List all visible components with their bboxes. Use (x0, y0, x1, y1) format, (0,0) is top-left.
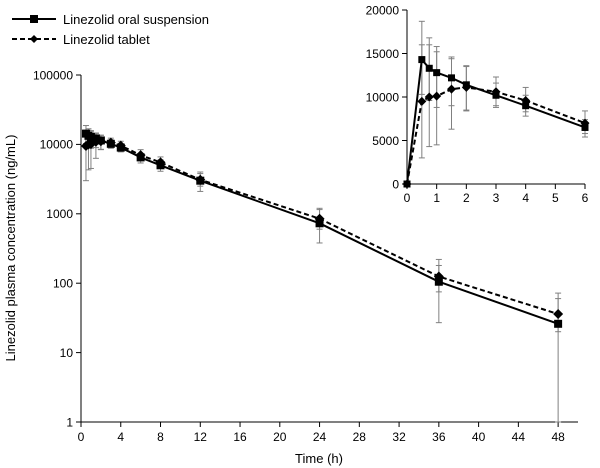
inset-marker-linezolid-oral-suspension-3 (433, 69, 441, 77)
main-y-tick-label-100000: 100000 (33, 68, 73, 82)
legend: Linezolid oral suspension Linezolid tabl… (12, 12, 209, 47)
main-y-tick-label-10000: 10000 (40, 138, 74, 152)
inset-x-tick-label-4: 4 (522, 191, 529, 205)
main-x-tick-label-4: 4 (117, 430, 124, 444)
main-marker-linezolid-tablet-7 (135, 150, 146, 161)
inset-chart: 0 1 2 3 4 5 6 0 5000 10000 15000 20000 (366, 3, 590, 205)
inset-marker-linezolid-tablet-5 (461, 82, 471, 92)
inset-marker-linezolid-tablet-6 (491, 87, 501, 97)
inset-markers (402, 56, 590, 189)
inset-marker-linezolid-tablet-1 (417, 96, 427, 106)
legend-marker-square (30, 15, 38, 23)
main-x-tick-label-24: 24 (313, 430, 327, 444)
inset-y-tick-label-0: 0 (392, 177, 399, 191)
inset-marker-linezolid-tablet-8 (580, 118, 590, 128)
main-x-tick-label-16: 16 (233, 430, 247, 444)
main-y-tick-label-10: 10 (60, 346, 74, 360)
inset-x-tick-label-6: 6 (582, 191, 589, 205)
main-marker-linezolid-tablet-11 (433, 271, 444, 282)
main-x-tick-label-48: 48 (551, 430, 565, 444)
inset-marker-linezolid-tablet-4 (447, 84, 456, 94)
main-y-tick-label-1000: 1000 (46, 207, 73, 221)
legend-marker-diamond (30, 35, 38, 43)
main-marker-linezolid-oral-suspension-12 (554, 319, 563, 328)
main-x-tick-label-8: 8 (157, 430, 164, 444)
inset-marker-linezolid-tablet-2 (424, 92, 434, 102)
main-marker-linezolid-tablet-6 (115, 140, 126, 151)
main-marker-linezolid-tablet-8 (155, 157, 166, 168)
inset-axes: 0 1 2 3 4 5 6 0 5000 10000 15000 20000 (366, 3, 589, 205)
main-markers (80, 129, 564, 328)
main-axes: 0 4 8 12 16 20 24 28 32 36 40 44 4811010010001000010… (33, 68, 578, 444)
x-axis-label: Time (h) (295, 451, 343, 466)
inset-y-tick-label-15000: 15000 (366, 47, 400, 61)
inset-x-tick-label-1: 1 (433, 191, 440, 205)
main-y-tick-label-1: 1 (66, 415, 73, 429)
inset-marker-linezolid-oral-suspension-1 (418, 56, 426, 64)
inset-x-tick-label-3: 3 (493, 191, 500, 205)
main-chart: 0 4 8 12 16 20 24 28 32 36 40 44 4811010010001000010… (3, 68, 578, 466)
inset-y-tick-label-10000: 10000 (366, 90, 400, 104)
inset-marker-linezolid-oral-suspension-7 (522, 102, 530, 110)
inset-marker-linezolid-oral-suspension-4 (448, 74, 455, 82)
main-x-tick-label-28: 28 (353, 430, 367, 444)
main-marker-linezolid-tablet-10 (314, 213, 325, 224)
main-marker-linezolid-tablet-5 (105, 137, 116, 148)
inset-marker-linezolid-oral-suspension-2 (425, 64, 433, 72)
main-marker-linezolid-tablet-12 (553, 308, 564, 319)
main-x-tick-label-12: 12 (194, 430, 208, 444)
inset-x-tick-label-5: 5 (552, 191, 559, 205)
main-errorbars (82, 125, 562, 423)
main-marker-linezolid-tablet-4 (95, 136, 106, 147)
y-axis-label: Linezolid plasma concentration (ng/mL) (3, 135, 18, 362)
inset-marker-linezolid-tablet-0 (402, 179, 412, 189)
main-y-tick-label-100: 100 (53, 277, 73, 291)
legend-label-oral-suspension: Linezolid oral suspension (63, 12, 209, 27)
inset-marker-linezolid-tablet-7 (521, 95, 531, 105)
inset-x-tick-label-0: 0 (404, 191, 411, 205)
main-marker-linezolid-oral-suspension-11 (434, 277, 443, 286)
inset-errorbars (418, 20, 588, 159)
main-x-tick-label-32: 32 (392, 430, 406, 444)
legend-label-tablet: Linezolid tablet (63, 32, 150, 47)
main-marker-linezolid-tablet-9 (195, 174, 206, 185)
inset-y-tick-label-20000: 20000 (366, 3, 400, 17)
inset-marker-linezolid-tablet-3 (432, 91, 442, 101)
main-x-tick-label-36: 36 (432, 430, 446, 444)
inset-y-tick-label-5000: 5000 (372, 134, 399, 148)
main-x-tick-label-40: 40 (472, 430, 486, 444)
main-x-tick-label-20: 20 (273, 430, 287, 444)
inset-x-tick-label-2: 2 (463, 191, 470, 205)
main-x-tick-label-0: 0 (78, 430, 85, 444)
main-x-tick-label-44: 44 (512, 430, 526, 444)
main-marker-linezolid-oral-suspension-2 (86, 132, 95, 141)
